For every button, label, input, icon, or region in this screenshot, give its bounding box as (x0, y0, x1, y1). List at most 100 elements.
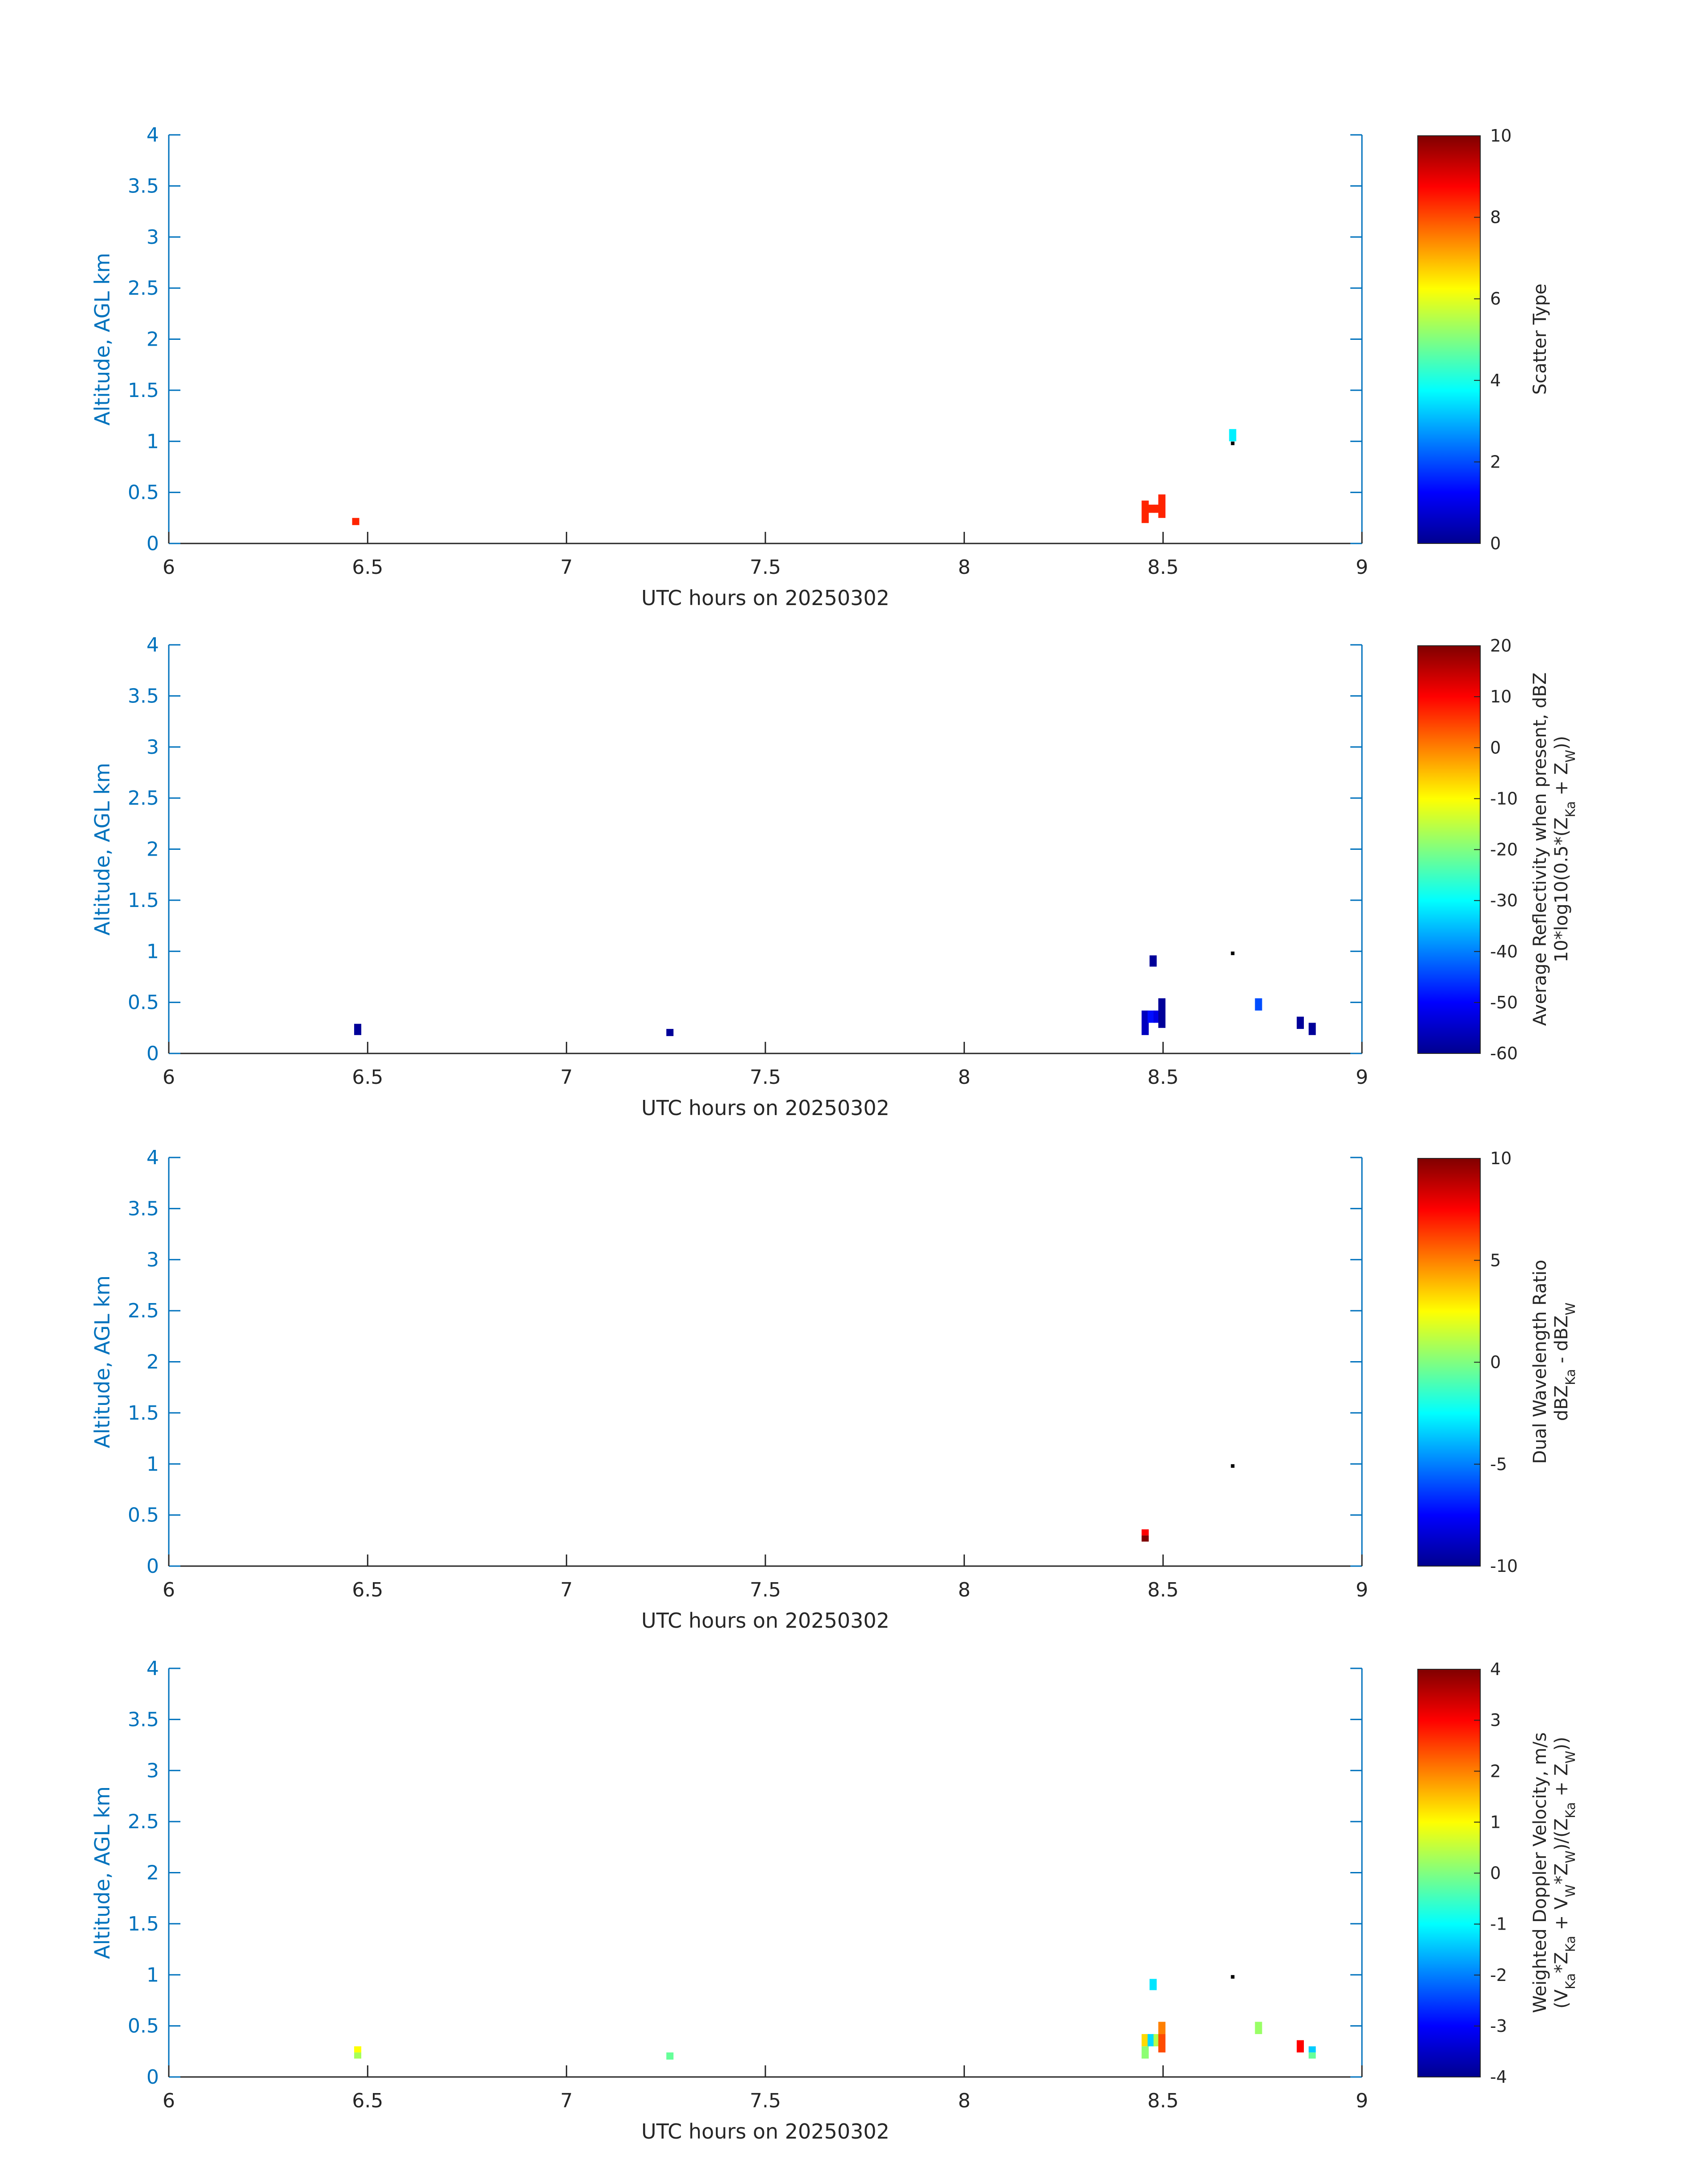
colorbar-tick-label: 8 (1490, 208, 1501, 227)
data-cell (1158, 998, 1165, 1028)
colorbar-tick-label: -60 (1490, 1044, 1518, 1063)
y-tick-label: 0 (146, 1042, 159, 1065)
data-cell (1141, 500, 1149, 523)
colorbar-tick-label: 10 (1490, 687, 1512, 706)
y-tick-label: 3 (146, 736, 159, 759)
data-cell (666, 1029, 674, 1036)
x-tick-label: 7 (560, 556, 573, 579)
x-tick-label: 6.5 (352, 1066, 383, 1089)
x-axis-label: UTC hours on 20250302 (641, 2119, 889, 2144)
data-dot (1231, 441, 1235, 445)
y-tick-label: 2 (146, 328, 159, 351)
data-cell (1147, 1010, 1155, 1023)
colorbar-tick-label: 4 (1490, 371, 1501, 390)
data-cell (1308, 1023, 1316, 1035)
y-axis-label: Altitude, AGL km (90, 1786, 114, 1959)
x-tick-label: 9 (1356, 1579, 1368, 1601)
colorbar-tick-label: -1 (1490, 1914, 1507, 1934)
data-cell (1141, 2034, 1149, 2047)
colorbar-tick-label: -2 (1490, 1965, 1507, 1985)
data-cell (1147, 2034, 1155, 2047)
x-tick-label: 9 (1356, 1066, 1368, 1089)
data-cell (1147, 505, 1155, 513)
y-tick-label: 3.5 (128, 175, 159, 197)
colorbar-tick-label: 6 (1490, 289, 1501, 309)
x-tick-label: 6.5 (352, 2089, 383, 2112)
y-tick-label: 2.5 (128, 1810, 159, 1833)
x-tick-label: 8.5 (1148, 1066, 1179, 1089)
colorbar-tick-label: 10 (1490, 1149, 1512, 1168)
y-tick-label: 0 (146, 532, 159, 555)
y-axis-label: Altitude, AGL km (90, 1275, 114, 1448)
data-cell (1141, 1529, 1149, 1536)
x-tick-label: 6 (163, 2089, 175, 2112)
x-tick-label: 8.5 (1148, 556, 1179, 579)
colorbar-label: Dual Wavelength Ratio (1530, 1260, 1550, 1464)
y-tick-label: 2.5 (128, 277, 159, 300)
colorbar-tick-label: 4 (1490, 1659, 1501, 1679)
y-tick-label: 1 (146, 940, 159, 963)
colorbar (1417, 1669, 1481, 2077)
y-tick-label: 3 (146, 1759, 159, 1782)
y-tick-label: 0.5 (128, 1504, 159, 1527)
x-tick-label: 6 (163, 556, 175, 579)
colorbar (1417, 645, 1481, 1054)
colorbar-tick-label: 0 (1490, 1864, 1501, 1883)
y-tick-label: 1.5 (128, 379, 159, 402)
colorbar-tick-label: -5 (1490, 1454, 1507, 1474)
y-tick-label: 2 (146, 838, 159, 861)
colorbar-tick-label: -40 (1490, 942, 1518, 961)
x-tick-label: 7 (560, 1066, 573, 1089)
colorbar-tick-label: -20 (1490, 840, 1518, 860)
colorbar (1417, 1158, 1481, 1567)
colorbar-tick-label: 1 (1490, 1812, 1501, 1832)
y-tick-label: 2 (146, 1862, 159, 1885)
x-tick-label: 8 (958, 2089, 970, 2112)
colorbar-tick-label: -4 (1490, 2067, 1507, 2087)
colorbar-tick-label: 3 (1490, 1710, 1501, 1730)
y-axis-label: Altitude, AGL km (90, 763, 114, 936)
y-tick-label: 1 (146, 1453, 159, 1475)
y-tick-label: 1 (146, 1964, 159, 1986)
y-tick-label: 3.5 (128, 1708, 159, 1731)
x-tick-label: 9 (1356, 2089, 1368, 2112)
x-tick-label: 7.5 (750, 556, 781, 579)
colorbar-tick-label: -30 (1490, 891, 1518, 911)
x-axis-label: UTC hours on 20250302 (641, 586, 889, 610)
colorbar-label: Average Reflectivity when present, dBZ (1530, 673, 1550, 1026)
x-axis-label: UTC hours on 20250302 (641, 1096, 889, 1120)
colorbar-tick-label: 10 (1490, 126, 1512, 146)
x-tick-label: 6 (163, 1579, 175, 1601)
data-dot (1231, 951, 1235, 955)
data-cell (1308, 2046, 1316, 2053)
colorbar-tick-label: 0 (1490, 534, 1501, 553)
x-tick-label: 8.5 (1148, 2089, 1179, 2112)
y-tick-label: 3.5 (128, 1197, 159, 1220)
y-tick-label: 0.5 (128, 2015, 159, 2038)
data-cell (1141, 1535, 1149, 1542)
x-tick-label: 6.5 (352, 1579, 383, 1601)
y-axis-label: Altitude, AGL km (90, 253, 114, 426)
x-tick-label: 8 (958, 1066, 970, 1089)
data-cell (1158, 2022, 1165, 2034)
y-tick-label: 1.5 (128, 1913, 159, 1935)
data-cell (1141, 1010, 1149, 1035)
data-cell (1229, 429, 1236, 442)
x-tick-label: 9 (1356, 556, 1368, 579)
y-tick-label: 4 (146, 124, 159, 146)
y-tick-label: 0 (146, 1555, 159, 1578)
data-dot (1231, 1464, 1235, 1468)
x-tick-label: 7.5 (750, 2089, 781, 2112)
data-cell (354, 2046, 362, 2053)
panels: 0 0.5 1 1.5 2 2.5 3 3.5 4 6 6.5 7 7.5 8 8.5 9 UTC hours … (90, 124, 1578, 2144)
data-cell (1308, 2052, 1316, 2059)
colorbar-tick-label: -3 (1490, 2016, 1507, 2036)
y-tick-label: 3 (146, 226, 159, 249)
x-tick-label: 7.5 (750, 1579, 781, 1601)
y-tick-label: 0.5 (128, 991, 159, 1014)
colorbar-tick-label: 0 (1490, 1353, 1501, 1372)
data-cell (1296, 1016, 1304, 1029)
panel-3: 0 0.5 1 1.5 2 2.5 3 3.5 4 6 6.5 7 7.5 8 8.5 9 UTC hours … (90, 1146, 1578, 1633)
x-tick-label: 7.5 (750, 1066, 781, 1089)
